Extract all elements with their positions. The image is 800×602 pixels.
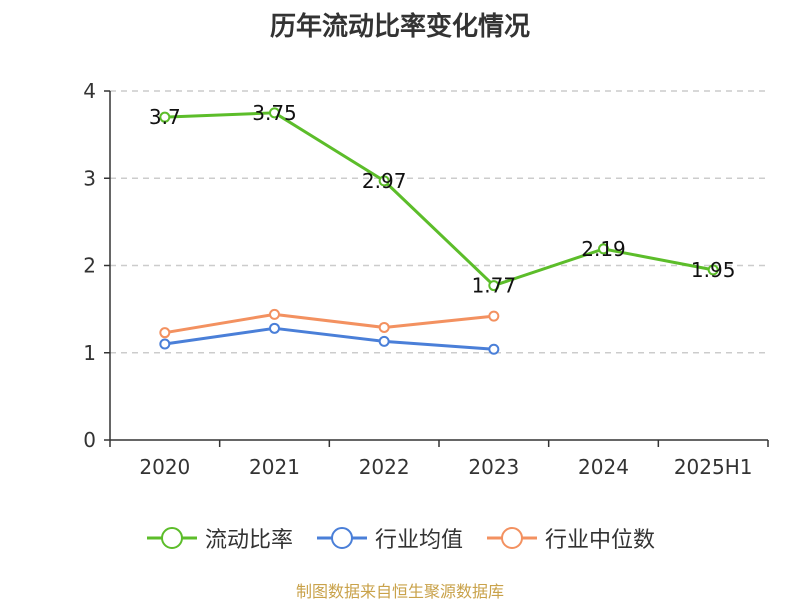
data-point	[598, 243, 609, 255]
data-point	[378, 335, 390, 347]
data-point	[269, 107, 280, 119]
data-label: 2.19	[581, 237, 626, 261]
legend-item[interactable]: 行业均值	[315, 522, 463, 554]
y-tick-label: 0	[83, 428, 96, 452]
data-point	[488, 343, 500, 355]
data-point	[159, 327, 171, 339]
legend-label: 流动比率	[204, 528, 293, 553]
data-point	[488, 310, 500, 322]
x-tick-label: 2020	[139, 455, 190, 479]
data-point	[488, 280, 500, 292]
chart-title: 历年流动比率变化情况	[269, 12, 530, 42]
data-point	[707, 264, 719, 276]
legend-label: 行业均值	[374, 528, 463, 553]
y-tick-label: 4	[83, 79, 96, 103]
data-labels: 3.7 3.75 2.97 1.77 2.19 1.95	[149, 101, 736, 298]
source-note: 制图数据来自恒生聚源数据库	[295, 582, 504, 601]
x-tick-label: 2024	[578, 455, 629, 479]
axes: 0 1 2 3 4 2020 2021 2022 2023 2024 2025H1	[83, 79, 769, 479]
data-point	[269, 322, 280, 334]
data-label: 1.77	[472, 274, 517, 298]
x-tick-label: 2023	[468, 455, 519, 479]
data-point	[269, 308, 280, 320]
legend-item[interactable]: 行业中位数	[485, 522, 655, 554]
data-point	[159, 338, 171, 350]
x-tick-label: 2025H1	[674, 455, 753, 479]
x-tick-label: 2021	[249, 455, 300, 479]
data-label: 3.7	[149, 105, 181, 129]
legend-item[interactable]: 流动比率	[145, 522, 293, 554]
data-label: 3.75	[252, 101, 297, 125]
series-line-2	[164, 312, 494, 335]
legend-label: 行业中位数	[545, 528, 656, 553]
legend: 流动比率 行业均值 行业中位数	[0, 520, 800, 556]
data-point	[378, 321, 390, 333]
y-tick-label: 3	[83, 166, 96, 190]
series-layer	[159, 107, 719, 355]
y-tick-label: 1	[83, 341, 96, 365]
legend-marker-icon	[316, 527, 367, 549]
y-tick-label: 2	[83, 254, 96, 278]
legend-marker-icon	[146, 527, 197, 549]
data-point	[378, 175, 390, 187]
data-point	[159, 111, 171, 123]
legend-marker-icon	[487, 527, 537, 549]
data-label: 2.97	[362, 169, 407, 193]
data-label: 1.95	[691, 258, 736, 282]
x-tick-label: 2022	[359, 455, 410, 479]
grid-lines	[110, 90, 768, 354]
series-line-1	[164, 326, 494, 351]
series-line-0	[164, 111, 714, 288]
